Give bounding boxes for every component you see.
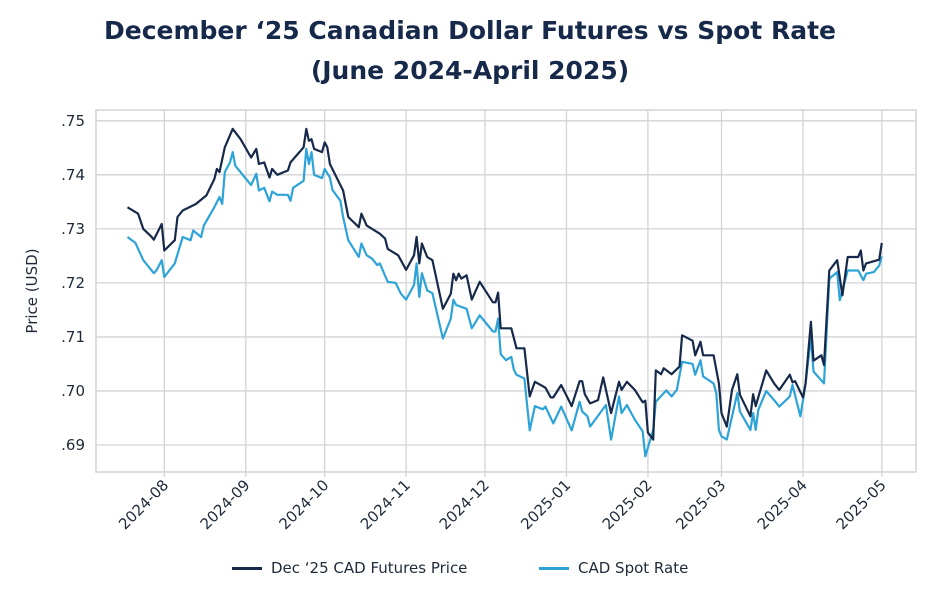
x-axis-ticks: 2024-08 2024-09 2024-10 2024-11 2024-12 2025-… — [115, 476, 890, 533]
series-spot — [126, 147, 883, 458]
series-lines — [126, 127, 883, 458]
legend-label-futures: Dec ‘25 CAD Futures Price — [271, 559, 468, 577]
x-tick-label: 2025-03 — [672, 476, 729, 533]
legend-item-spot: CAD Spot Rate — [539, 559, 688, 577]
legend-swatch-spot — [539, 566, 569, 570]
x-tick-label: 2024-09 — [197, 476, 254, 533]
y-tick-label: .71 — [61, 328, 85, 346]
x-tick-label: 2025-02 — [599, 476, 656, 533]
x-tick-label: 2024-11 — [357, 476, 414, 533]
chart-title-line-1: December ‘25 Canadian Dollar Futures vs … — [104, 16, 836, 45]
series-line — [126, 147, 883, 458]
y-tick-label: .70 — [61, 382, 85, 400]
legend-item-futures: Dec ‘25 CAD Futures Price — [232, 559, 467, 577]
x-tick-label: 2024-12 — [436, 476, 493, 533]
y-axis-ticks: .69 .70 .71 .72 .73 .74 .75 — [61, 112, 85, 454]
plot-frame — [95, 109, 917, 473]
legend-swatch-futures — [232, 566, 262, 570]
x-tick-label: 2025-05 — [833, 476, 890, 533]
y-axis-label: Price (USD) — [23, 248, 41, 333]
y-tick-label: .74 — [61, 166, 85, 184]
x-tick-label: 2025-04 — [754, 476, 811, 533]
x-tick-label: 2024-10 — [275, 476, 332, 533]
y-tick-label: .75 — [61, 112, 85, 130]
y-tick-label: .73 — [61, 220, 85, 238]
y-tick-label: .72 — [61, 274, 85, 292]
x-tick-label: 2025-01 — [517, 476, 574, 533]
legend-label-spot: CAD Spot Rate — [578, 559, 689, 577]
grid — [96, 110, 916, 477]
series-line — [126, 127, 883, 441]
x-tick-label: 2024-08 — [115, 476, 172, 533]
y-tick-label: .69 — [61, 436, 85, 454]
series-futures — [126, 127, 883, 441]
chart-title-line-2: (June 2024-April 2025) — [310, 56, 630, 85]
